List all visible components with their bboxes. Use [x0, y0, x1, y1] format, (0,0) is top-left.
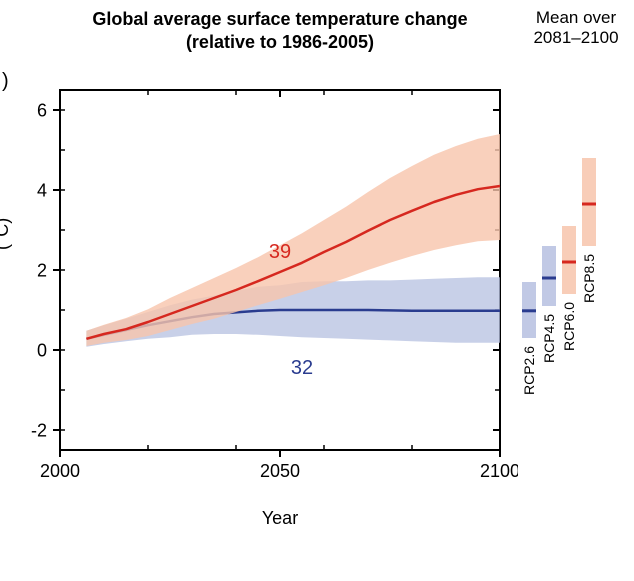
rcp-bars: RCP2.6RCP4.5RCP6.0RCP8.5: [521, 158, 597, 395]
meanover-header: Mean over 2081–2100: [520, 8, 632, 48]
y-tick-label: 2: [37, 260, 47, 280]
rcp-label-RCP2.6: RCP2.6: [521, 346, 537, 395]
main-chart: 200020502100-20246 3932: [0, 80, 518, 490]
rcp-bar-RCP4.5: [542, 246, 556, 306]
rcp-bar-RCP8.5: [582, 158, 596, 246]
rcp-bar-RCP6.0: [562, 226, 576, 294]
y-tick-label: 4: [37, 180, 47, 200]
chart-title: Global average surface temperature chang…: [60, 8, 500, 53]
rcp-side-chart: RCP2.6RCP4.5RCP6.0RCP8.5: [512, 80, 632, 490]
meanover-line1: Mean over: [520, 8, 632, 28]
rcp-label-RCP6.0: RCP6.0: [561, 302, 577, 351]
y-tick-label: 6: [37, 100, 47, 120]
y-tick-label: -2: [31, 420, 47, 440]
series-red-label: 39: [269, 241, 291, 263]
chart-title-line1: Global average surface temperature chang…: [60, 8, 500, 31]
x-tick-label: 2000: [40, 461, 80, 481]
meanover-line2: 2081–2100: [520, 28, 632, 48]
y-tick-label: 0: [37, 340, 47, 360]
rcp-label-RCP4.5: RCP4.5: [541, 314, 557, 363]
rcp-label-RCP8.5: RCP8.5: [581, 254, 597, 303]
series-blue-label: 32: [291, 357, 313, 379]
chart-title-line2: (relative to 1986-2005): [60, 31, 500, 54]
series-group: [86, 134, 500, 347]
x-tick-label: 2050: [260, 461, 300, 481]
x-axis-label: Year: [60, 508, 500, 529]
